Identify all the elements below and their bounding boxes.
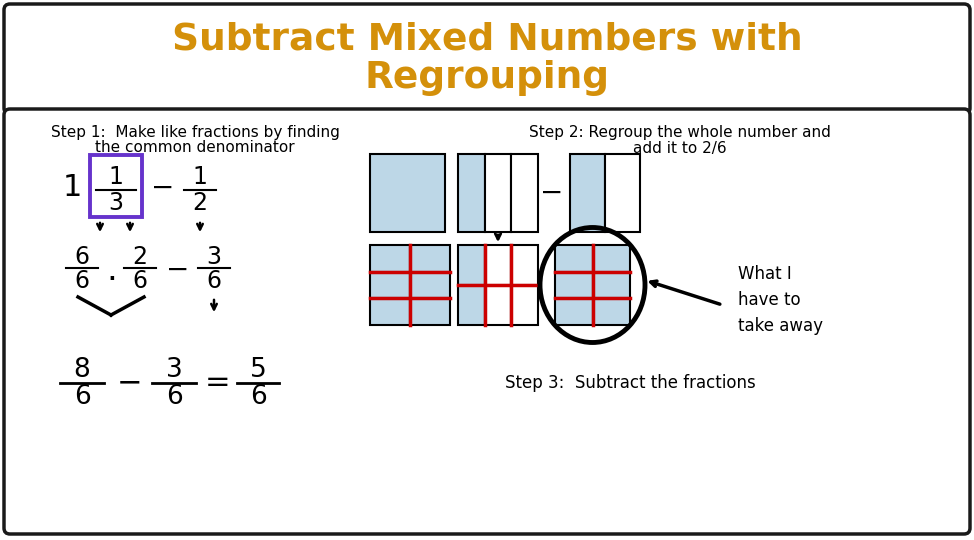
FancyBboxPatch shape xyxy=(4,109,970,534)
Text: 6: 6 xyxy=(206,269,221,293)
Text: 8: 8 xyxy=(74,357,91,383)
Text: 5: 5 xyxy=(249,357,266,383)
Text: 6: 6 xyxy=(74,384,91,410)
Bar xyxy=(370,272,410,298)
Text: 1: 1 xyxy=(62,173,82,202)
Bar xyxy=(370,154,445,232)
Bar xyxy=(511,245,538,285)
Text: −: − xyxy=(541,179,564,207)
Text: 6: 6 xyxy=(132,269,147,293)
Bar xyxy=(370,298,410,325)
Bar xyxy=(555,298,592,325)
Bar xyxy=(458,245,485,285)
Bar xyxy=(485,285,511,325)
Text: 6: 6 xyxy=(74,269,90,293)
Bar xyxy=(370,245,410,272)
Bar xyxy=(570,154,605,232)
Bar xyxy=(511,285,538,325)
Text: Regrouping: Regrouping xyxy=(364,60,610,96)
Text: 6: 6 xyxy=(249,384,266,410)
Text: Step 2: Regroup the whole number and: Step 2: Regroup the whole number and xyxy=(529,125,831,139)
Bar xyxy=(410,298,450,325)
Bar xyxy=(410,272,450,298)
Bar xyxy=(485,154,511,232)
Bar xyxy=(592,245,630,272)
Text: Step 1:  Make like fractions by finding: Step 1: Make like fractions by finding xyxy=(51,125,339,139)
Text: What I
have to
take away: What I have to take away xyxy=(737,265,822,335)
Text: −: − xyxy=(151,174,174,202)
Bar xyxy=(592,298,630,325)
Text: =: = xyxy=(206,368,231,397)
Bar xyxy=(605,154,640,232)
Text: the common denominator: the common denominator xyxy=(95,140,295,156)
Bar xyxy=(458,285,485,325)
Text: Subtract Mixed Numbers with: Subtract Mixed Numbers with xyxy=(171,22,803,58)
Text: 3: 3 xyxy=(166,357,182,383)
Text: Step 3:  Subtract the fractions: Step 3: Subtract the fractions xyxy=(505,374,756,392)
Text: .: . xyxy=(106,253,118,287)
Text: 2: 2 xyxy=(132,245,147,269)
Bar xyxy=(458,154,485,232)
Text: 1: 1 xyxy=(108,165,124,189)
Text: 6: 6 xyxy=(74,245,90,269)
Bar xyxy=(592,272,630,298)
Bar xyxy=(555,245,592,272)
Bar xyxy=(90,155,142,217)
Text: 3: 3 xyxy=(108,191,124,215)
Text: −: − xyxy=(167,256,190,284)
Bar xyxy=(555,272,592,298)
Bar xyxy=(485,245,511,285)
Text: 1: 1 xyxy=(193,165,207,189)
Text: 6: 6 xyxy=(166,384,182,410)
Bar xyxy=(410,245,450,272)
Text: 2: 2 xyxy=(193,191,207,215)
Text: −: − xyxy=(117,368,143,397)
FancyBboxPatch shape xyxy=(4,4,970,114)
Text: 3: 3 xyxy=(206,245,221,269)
Bar xyxy=(511,154,538,232)
Text: add it to 2/6: add it to 2/6 xyxy=(633,140,727,156)
